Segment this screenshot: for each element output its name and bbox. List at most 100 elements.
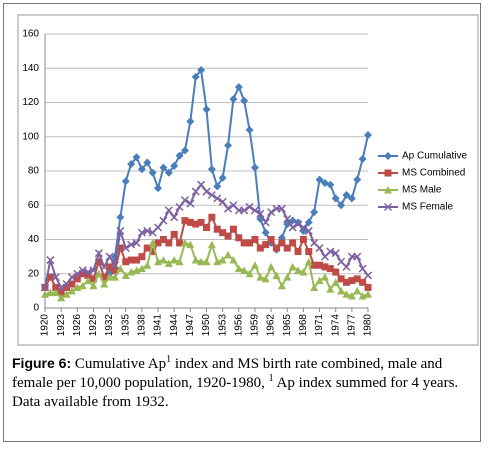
marker xyxy=(251,236,259,243)
marker xyxy=(164,206,173,215)
marker xyxy=(78,281,87,290)
marker xyxy=(111,266,119,274)
marker xyxy=(299,223,308,232)
marker xyxy=(353,175,362,184)
x-tick-label: 1971 xyxy=(314,314,325,337)
legend-label: Ap Cumulative xyxy=(402,151,467,162)
marker xyxy=(100,280,109,288)
marker xyxy=(89,275,97,283)
x-tick-label: 1980 xyxy=(363,314,374,337)
marker xyxy=(154,239,162,247)
marker xyxy=(299,236,307,243)
marker xyxy=(256,244,264,252)
marker xyxy=(310,283,319,291)
marker xyxy=(63,283,71,291)
marker xyxy=(46,273,54,281)
marker xyxy=(84,276,93,285)
marker xyxy=(57,283,66,292)
marker xyxy=(203,224,210,232)
marker xyxy=(143,158,152,167)
marker xyxy=(224,204,233,213)
marker xyxy=(164,168,173,177)
marker xyxy=(132,238,141,247)
marker xyxy=(78,266,87,275)
marker xyxy=(186,218,194,226)
marker xyxy=(51,273,60,282)
marker xyxy=(137,264,146,273)
marker xyxy=(261,228,270,237)
marker xyxy=(73,275,81,283)
marker xyxy=(364,283,372,291)
y-tick-label: 40 xyxy=(28,234,40,245)
marker xyxy=(116,213,125,222)
marker xyxy=(89,281,98,290)
x-tick-label: 1920 xyxy=(40,314,51,337)
marker xyxy=(250,206,259,215)
marker xyxy=(110,273,119,281)
marker xyxy=(342,190,351,199)
x-tick-label: 1968 xyxy=(298,314,309,337)
legend-label: MS Male xyxy=(402,185,442,196)
legend-label: MS Female xyxy=(402,202,454,213)
marker xyxy=(159,236,167,243)
marker xyxy=(267,236,275,243)
marker xyxy=(175,257,184,266)
marker xyxy=(202,257,211,266)
marker xyxy=(191,187,200,196)
caption-sup: 1 xyxy=(166,354,172,365)
x-tick-label: 1953 xyxy=(217,314,228,337)
marker xyxy=(180,146,189,155)
marker xyxy=(262,241,270,249)
marker xyxy=(219,229,227,237)
marker xyxy=(84,271,92,279)
marker xyxy=(148,238,157,247)
marker xyxy=(121,177,130,186)
marker xyxy=(67,273,76,282)
figure-frame xyxy=(3,3,481,442)
y-tick-label: 140 xyxy=(22,63,39,74)
marker xyxy=(121,244,130,253)
marker xyxy=(245,125,254,134)
marker xyxy=(267,262,276,271)
marker xyxy=(321,263,329,271)
x-tick-label: 1929 xyxy=(88,314,99,337)
x-tick-label: 1977 xyxy=(346,314,357,337)
marker xyxy=(94,249,103,258)
marker xyxy=(175,202,184,211)
marker xyxy=(229,225,237,233)
marker xyxy=(234,83,243,92)
marker xyxy=(358,264,367,273)
marker xyxy=(186,199,195,208)
x-tick-label: 1959 xyxy=(250,314,261,337)
marker xyxy=(213,194,222,203)
marker xyxy=(224,232,232,240)
marker xyxy=(79,270,87,278)
series xyxy=(41,238,372,302)
y-tick-label: 120 xyxy=(22,97,39,108)
x-tick-label: 1965 xyxy=(282,314,293,337)
marker xyxy=(218,197,227,206)
x-tick-label: 1950 xyxy=(201,314,212,337)
marker xyxy=(245,202,254,211)
marker xyxy=(164,259,173,267)
caption-text: Ap index summed for 4 years. Data availa… xyxy=(12,375,459,410)
marker xyxy=(105,273,114,281)
marker xyxy=(110,261,120,270)
marker xyxy=(159,216,168,225)
x-tick-label: 1932 xyxy=(104,314,115,337)
marker xyxy=(137,165,146,174)
x-tick-label: 1974 xyxy=(330,314,341,337)
marker xyxy=(331,278,340,286)
marker xyxy=(315,175,324,184)
marker xyxy=(384,186,392,194)
marker xyxy=(229,256,238,264)
marker xyxy=(138,253,146,261)
caption-text: Cumulative Ap xyxy=(71,356,167,372)
marker xyxy=(186,240,195,249)
marker xyxy=(197,180,206,189)
marker xyxy=(326,180,335,189)
marker xyxy=(331,194,340,203)
marker xyxy=(256,209,265,218)
y-tick-label: 160 xyxy=(22,29,39,40)
marker xyxy=(358,155,367,164)
